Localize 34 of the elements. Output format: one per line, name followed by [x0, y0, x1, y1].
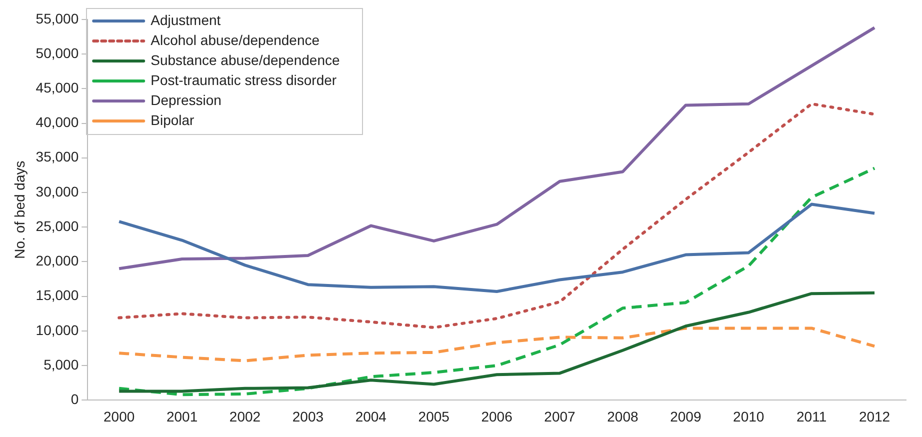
x-tick-label: 2006	[481, 408, 513, 424]
x-tick-label: 2012	[858, 408, 890, 424]
x-tick-label: 2011	[796, 408, 827, 424]
legend-label: Post-traumatic stress disorder	[150, 72, 337, 88]
x-tick-label: 2002	[229, 408, 261, 424]
x-tick-label: 2007	[544, 408, 576, 424]
line-series	[118, 326, 876, 362]
legend-label: Bipolar	[150, 112, 195, 128]
y-tick-label: 0	[70, 391, 79, 408]
legend-label: Alcohol abuse/dependence	[150, 32, 320, 48]
legend-label: Adjustment	[150, 12, 221, 28]
x-tick-label: 2000	[104, 408, 135, 424]
y-tick-label: 25,000	[36, 218, 79, 234]
y-tick-label: 55,000	[36, 10, 79, 26]
y-tick-label: 30,000	[36, 183, 79, 200]
x-tick-label: 2003	[292, 408, 324, 424]
line-series	[118, 166, 876, 396]
x-tick-label: 2009	[670, 408, 702, 424]
x-tick-label: 2001	[166, 408, 198, 424]
x-tick-label: 2004	[355, 408, 387, 424]
y-tick-label: 50,000	[36, 44, 79, 61]
y-tick-label: 20,000	[36, 252, 79, 269]
y-axis-title: No. of bed days	[11, 160, 28, 259]
y-tick-label: 35,000	[36, 148, 79, 165]
y-tick-label: 45,000	[36, 79, 79, 96]
y-tick-label: 5,000	[44, 356, 79, 372]
x-tick-label: 2010	[733, 408, 764, 424]
legend-label: Substance abuse/dependence	[150, 52, 340, 68]
y-tick-label: 40,000	[36, 114, 79, 130]
legend-label: Depression	[150, 92, 222, 108]
x-tick-label: 2005	[418, 408, 450, 424]
y-tick-label: 10,000	[36, 322, 79, 338]
x-tick-label: 2008	[607, 408, 638, 424]
y-tick-label: 15,000	[36, 287, 79, 304]
